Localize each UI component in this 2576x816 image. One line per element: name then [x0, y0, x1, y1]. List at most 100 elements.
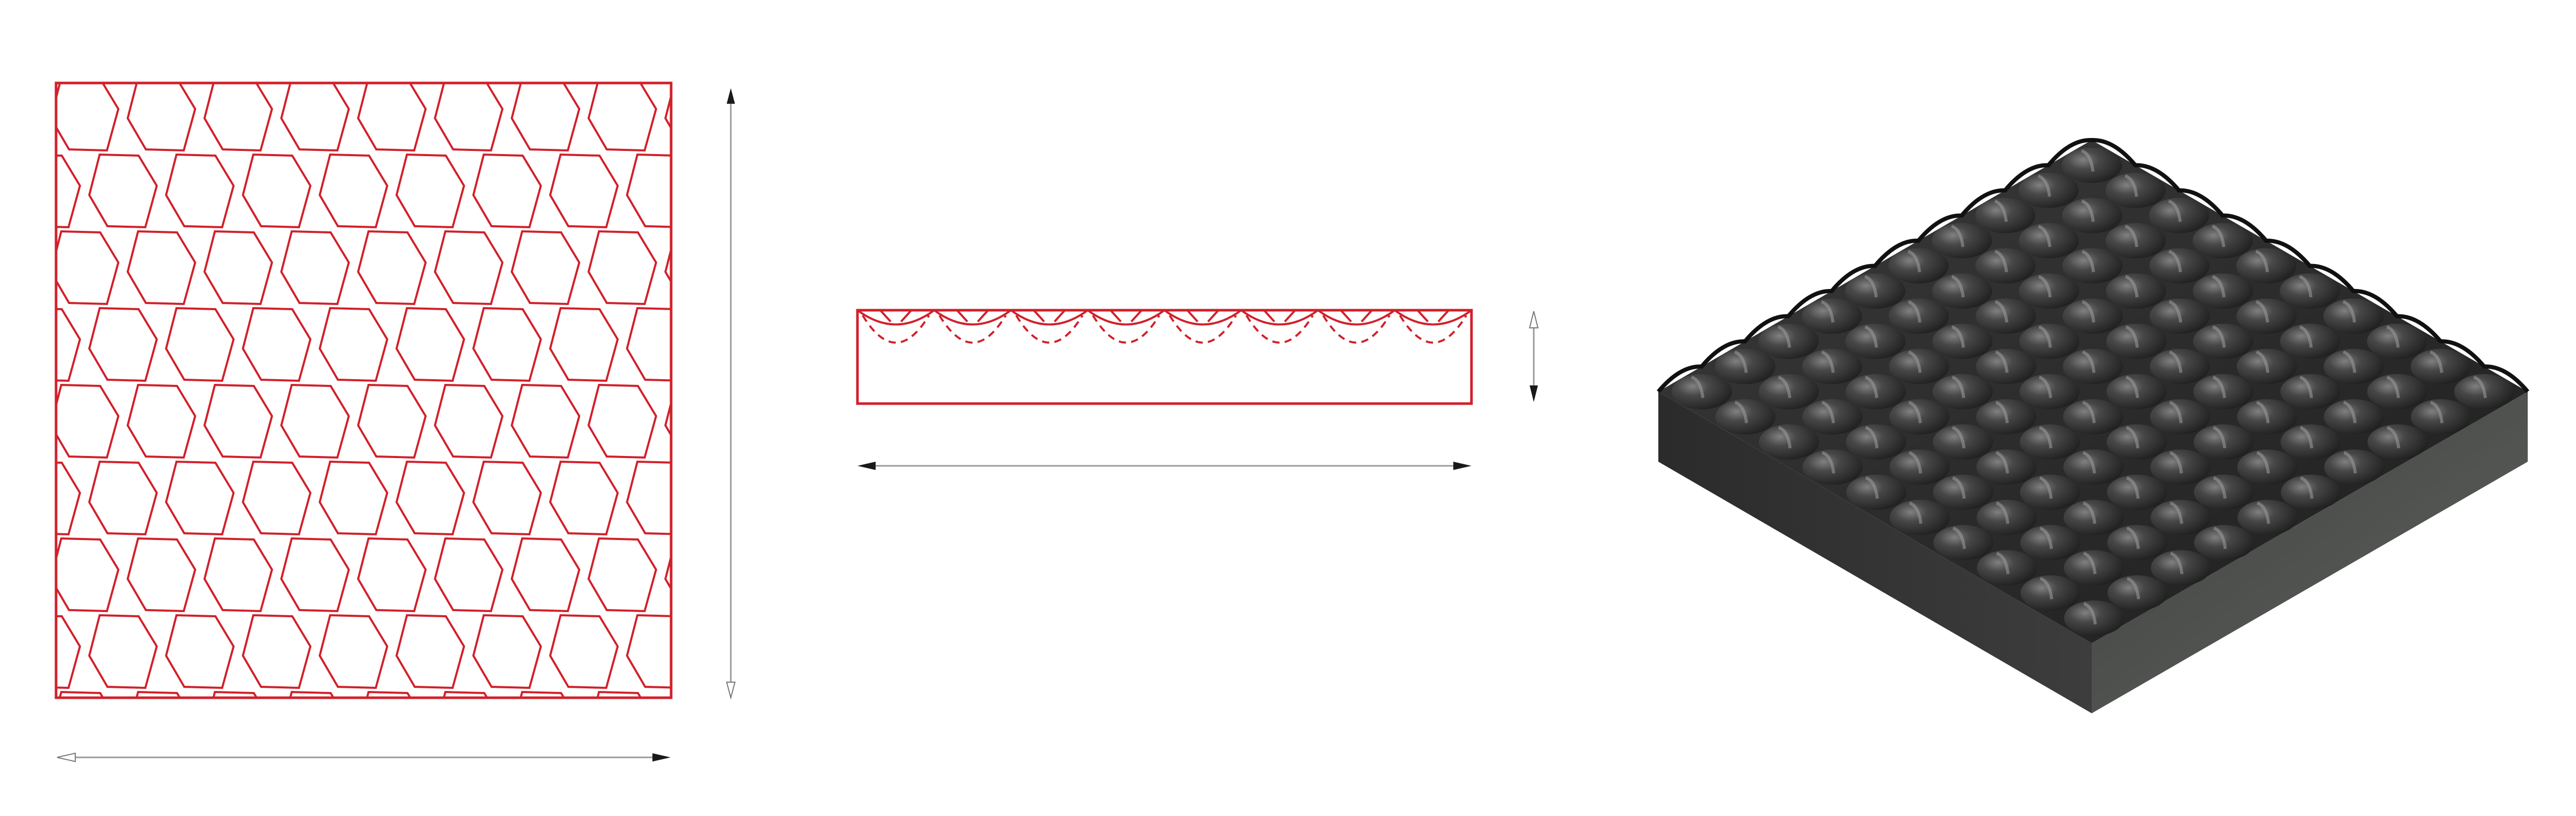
hex-cell [433, 230, 504, 306]
hex-cell [0, 78, 42, 150]
hex-cell [395, 307, 466, 382]
iso-dimple-highlight [2473, 376, 2487, 398]
iso-dimple-highlight [1996, 551, 2010, 574]
hex-cell [56, 461, 81, 536]
iso-dimple-highlight [1908, 400, 1922, 423]
iso-dimple-highlight [1821, 451, 1835, 474]
scallop-arc [933, 309, 1012, 326]
hex-cell [241, 614, 312, 689]
hex-cell [627, 769, 694, 816]
iso-dimple-highlight [1865, 426, 1879, 449]
hex-cell [443, 690, 488, 698]
iso-dimple-highlight [2387, 426, 2401, 449]
scallop-cusp [879, 309, 912, 323]
hex-cell [56, 230, 120, 306]
hex-cell [56, 537, 120, 613]
iso-dimple-highlight [2299, 325, 2313, 348]
hex-cell [56, 83, 120, 152]
hex-cell [89, 769, 157, 816]
iso-dimple-highlight [1995, 400, 2009, 423]
iso-dimple-highlight [1691, 376, 1705, 398]
iso-dimple-highlight [2081, 149, 2095, 172]
iso-dimple-highlight [1778, 376, 1792, 398]
scallop-cusp [1186, 309, 1219, 323]
iso-dimple-highlight [1864, 325, 1878, 348]
hex-cell [135, 690, 181, 698]
hex-cell [665, 692, 733, 765]
hex-cell [56, 154, 81, 229]
hexagon-cell-grid [0, 1, 848, 816]
hex-cell [625, 153, 671, 228]
iso-dimple-highlight [1865, 476, 1879, 499]
scallop-arc [1010, 309, 1088, 326]
hex-cell [126, 383, 197, 459]
iso-dimple-highlight [2038, 376, 2052, 398]
iso-dimple-highlight [2255, 250, 2269, 272]
iso-dimple-highlight [2081, 300, 2095, 323]
iso-back-right-wave-edge [2091, 137, 2530, 393]
hex-cell [397, 1, 464, 74]
iso-dimple-highlight [1952, 376, 1966, 398]
scallop-hidden-arc [1092, 314, 1161, 344]
hex-cell [742, 538, 810, 611]
scallop-hidden-arc [1245, 314, 1314, 344]
iso-dimple-highlight [2299, 426, 2313, 449]
hex-cell [366, 690, 412, 698]
iso-dimple-highlight [1952, 426, 1966, 449]
hex-cell [587, 230, 658, 306]
hex-cell [395, 614, 466, 689]
iso-dimple-highlight [2126, 476, 2140, 499]
isometric-view [1656, 137, 2530, 713]
plan-outline [54, 81, 673, 699]
scallop-cusp [1416, 309, 1450, 323]
hex-cell [212, 690, 258, 698]
scallop-cusp [1033, 309, 1066, 323]
hex-cell [56, 308, 81, 382]
iso-dimple-highlight [2255, 300, 2269, 323]
iso-dimple-highlight [2256, 451, 2270, 474]
iso-dimple-highlight [1996, 501, 2010, 524]
iso-dimple-highlight [2256, 400, 2270, 423]
hex-cell [704, 155, 771, 227]
iso-dimple-highlight [2212, 275, 2226, 298]
hex-cell [742, 231, 810, 304]
iso-dimple-highlight [1995, 300, 2009, 323]
hex-cell [357, 83, 427, 152]
hex-cell [165, 153, 235, 229]
iso-dimple-highlight [1734, 400, 1748, 423]
hex-cell [357, 230, 427, 306]
iso-dimple-highlight [2386, 325, 2400, 348]
hex-cell [549, 307, 619, 382]
section-view [856, 309, 1473, 405]
hex-cell [473, 1, 541, 74]
iso-dimple-highlight [2124, 225, 2138, 247]
hex-cell [742, 692, 810, 765]
iso-dimple-highlight [2299, 376, 2313, 398]
iso-dimple-highlight [2168, 199, 2182, 222]
iso-dimple-highlight [1909, 501, 1923, 524]
hex-cell [318, 153, 389, 229]
hex-cell [472, 153, 542, 229]
hex-cell [781, 1, 848, 74]
iso-edge-waves [1656, 137, 2530, 393]
hex-cell [88, 153, 158, 229]
iso-dimple-highlight [2039, 527, 2053, 549]
iso-dimple-highlight [2038, 225, 2052, 247]
hex-cell [88, 614, 158, 689]
scallop-hidden-arc [1168, 314, 1237, 344]
hex-cell [549, 614, 619, 689]
iso-dimple-highlight [2125, 376, 2139, 398]
hex-cell [56, 615, 81, 689]
iso-dimple-highlight [1864, 275, 1878, 298]
hex-cell [318, 614, 389, 689]
scallop-hidden-arc [1399, 314, 1467, 344]
iso-dimple-highlight [2169, 300, 2183, 323]
hex-cell [473, 769, 541, 816]
iso-dimple-highlight [2082, 501, 2096, 524]
hex-cell [0, 385, 42, 458]
hex-cell [625, 307, 671, 382]
iso-dimple-highlight [2083, 551, 2097, 574]
hex-cell [627, 1, 694, 74]
hex-cell [165, 307, 235, 382]
